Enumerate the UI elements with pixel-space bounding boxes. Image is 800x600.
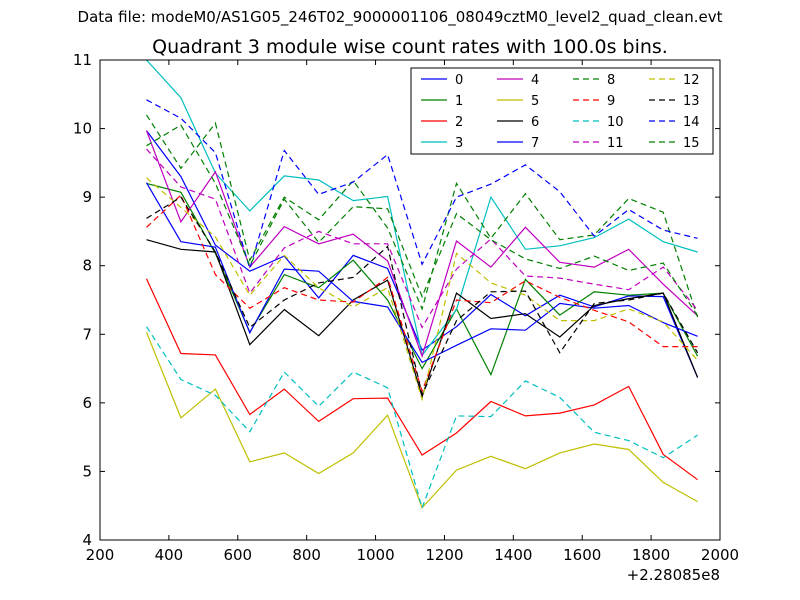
series-line-13 (146, 196, 699, 397)
chart-title: Quadrant 3 module wise count rates with … (152, 36, 668, 58)
legend-label-3: 3 (455, 136, 463, 151)
legend-label-9: 9 (607, 94, 615, 109)
series-line-15 (146, 124, 699, 317)
legend-label-5: 5 (531, 94, 539, 109)
x-tick-label: 1600 (563, 546, 601, 564)
legend-label-12: 12 (683, 73, 700, 88)
x-tick-label: 2000 (701, 546, 739, 564)
series-line-7 (145, 182, 698, 364)
x-tick-label: 1200 (425, 546, 463, 564)
x-offset-label: +2.28085e8 (627, 566, 720, 584)
plot-frame (99, 59, 721, 541)
series-line-8 (145, 114, 699, 318)
axis-ticks: 200 400 600 800 1000 1200 1400 1600 1800 2000 4 5 6 7… (73, 51, 739, 564)
series-line-14 (146, 99, 698, 271)
series-line-2 (145, 278, 698, 481)
series-line-0 (146, 130, 699, 378)
y-tick-label: 5 (82, 462, 92, 480)
x-tick-label: 1000 (356, 546, 394, 564)
legend-label-8: 8 (607, 73, 615, 88)
series-layer (145, 59, 699, 510)
series-line-11 (146, 148, 699, 329)
series-line-4 (145, 130, 699, 359)
series-line-6 (146, 239, 699, 399)
legend-label-7: 7 (531, 136, 539, 151)
y-tick-label: 9 (82, 188, 92, 206)
series-line-9 (146, 194, 698, 394)
x-tick-label: 400 (155, 546, 184, 564)
x-tick-label: 200 (86, 546, 115, 564)
legend-label-13: 13 (683, 94, 700, 109)
y-tick-label: 6 (82, 394, 92, 412)
legend-label-11: 11 (607, 136, 624, 151)
legend-label-10: 10 (607, 115, 624, 130)
x-tick-label: 600 (223, 546, 252, 564)
x-tick-label: 800 (292, 546, 321, 564)
legend-label-15: 15 (683, 136, 700, 151)
legend-label-4: 4 (531, 73, 539, 88)
series-line-1 (146, 182, 699, 377)
x-tick-label: 1800 (632, 546, 670, 564)
legend-label-0: 0 (455, 73, 463, 88)
y-tick-label: 10 (73, 120, 92, 138)
legend-label-14: 14 (683, 115, 700, 130)
y-tick-label: 7 (82, 325, 92, 343)
y-tick-label: 8 (82, 257, 92, 275)
legend-label-2: 2 (455, 115, 463, 130)
y-tick-label: 4 (82, 531, 92, 549)
legend-label-1: 1 (455, 94, 463, 109)
series-line-5 (145, 331, 698, 509)
series-line-10 (145, 326, 698, 510)
x-tick-label: 1400 (494, 546, 532, 564)
legend-box (410, 67, 714, 155)
legend-label-6: 6 (531, 115, 539, 130)
series-line-12 (146, 177, 699, 402)
y-tick-label: 11 (73, 51, 92, 69)
figure-supertitle: Data file: modeM0/AS1G05_246T02_90000011… (77, 8, 723, 26)
